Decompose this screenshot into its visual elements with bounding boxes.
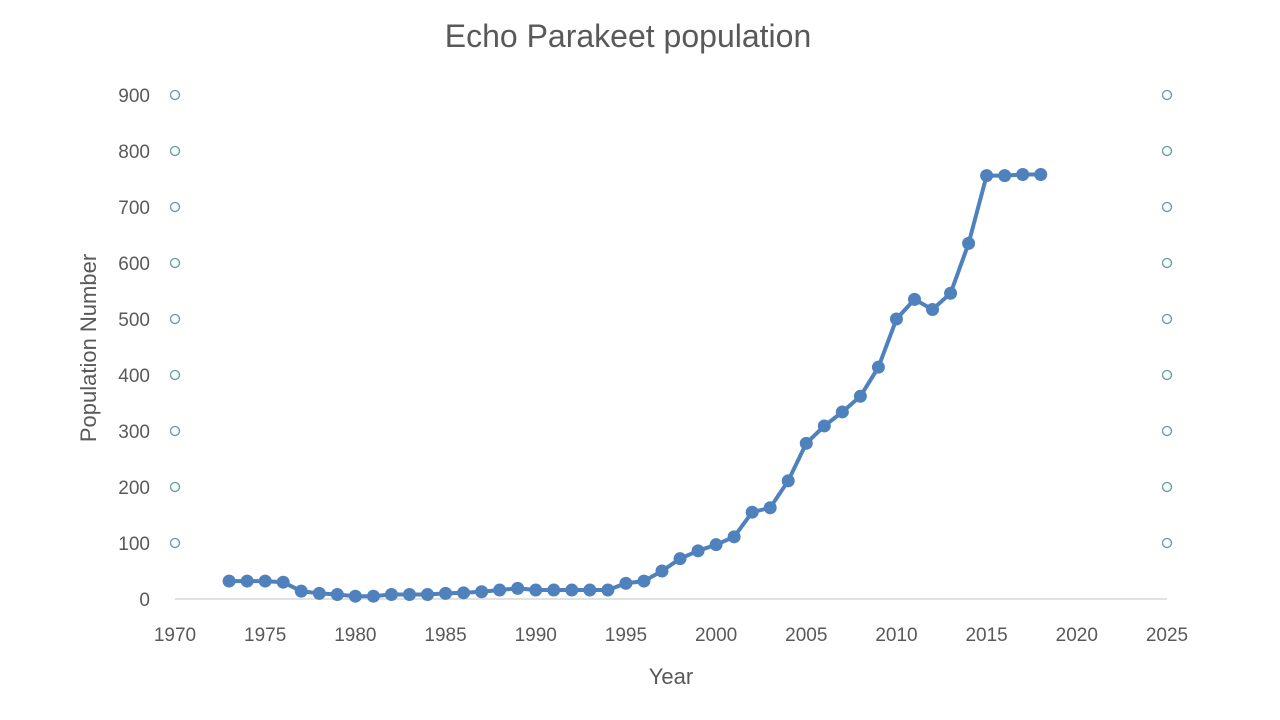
data-point: [384, 588, 398, 602]
x-axis-label: Year: [649, 664, 693, 689]
data-point: [691, 544, 705, 558]
data-point: [601, 583, 615, 597]
chart-title: Echo Parakeet population: [445, 18, 811, 54]
right-axis-marker: [1161, 145, 1173, 157]
data-point: [348, 589, 362, 603]
data-point: [439, 586, 453, 600]
x-tick-label: 2025: [1146, 625, 1188, 646]
data-point: [637, 574, 651, 588]
left-axis-marker: [169, 369, 181, 381]
left-axis-marker: [169, 537, 181, 549]
y-tick-label: 0: [139, 590, 150, 611]
x-tick-label: 1985: [424, 625, 466, 646]
data-point: [673, 552, 687, 566]
axis-markers: [169, 89, 1173, 549]
data-point: [457, 586, 471, 600]
data-point: [565, 583, 579, 597]
data-point: [962, 236, 976, 250]
y-axis-ticks: 0 100 200 300 400 500 600 700 800 900: [118, 86, 150, 611]
y-tick-label: 200: [118, 478, 150, 499]
x-tick-label: 2000: [695, 625, 737, 646]
x-tick-label: 1995: [605, 625, 647, 646]
data-point: [312, 586, 326, 600]
data-point: [944, 286, 958, 300]
data-point: [547, 583, 561, 597]
data-point: [1016, 168, 1030, 182]
data-point: [889, 312, 903, 326]
left-axis-marker: [169, 257, 181, 269]
left-axis-marker: [169, 313, 181, 325]
data-point: [817, 419, 831, 433]
data-point: [853, 389, 867, 403]
left-axis-marker: [169, 425, 181, 437]
data-point: [294, 584, 308, 598]
data-point: [727, 530, 741, 544]
data-point: [258, 574, 272, 588]
y-axis-label: Population Number: [76, 254, 101, 442]
series-line: [227, 172, 1043, 599]
data-point: [799, 436, 813, 450]
x-tick-label: 1990: [515, 625, 557, 646]
y-tick-label: 500: [118, 310, 150, 331]
data-point: [709, 538, 723, 552]
data-points: [222, 168, 1048, 603]
data-point: [583, 583, 597, 597]
right-axis-marker: [1161, 537, 1173, 549]
data-point: [421, 588, 435, 602]
y-tick-label: 700: [118, 198, 150, 219]
x-tick-label: 2020: [1056, 625, 1098, 646]
data-point: [1034, 168, 1048, 182]
data-point: [998, 169, 1012, 183]
data-point: [330, 588, 344, 602]
x-tick-label: 1980: [334, 625, 376, 646]
data-point: [763, 501, 777, 515]
data-point: [655, 564, 669, 578]
data-point: [619, 576, 633, 590]
data-point: [222, 574, 236, 588]
data-point: [529, 583, 543, 597]
right-axis-marker: [1161, 481, 1173, 493]
y-tick-label: 400: [118, 366, 150, 387]
right-axis-marker: [1161, 257, 1173, 269]
y-tick-label: 600: [118, 254, 150, 275]
data-point: [926, 302, 940, 316]
data-point: [745, 505, 759, 519]
data-point: [511, 581, 525, 595]
data-point: [366, 589, 380, 603]
left-axis-marker: [169, 89, 181, 101]
data-point: [402, 588, 416, 602]
right-axis-marker: [1161, 369, 1173, 381]
x-tick-label: 1970: [154, 625, 196, 646]
data-point: [781, 474, 795, 488]
y-tick-label: 300: [118, 422, 150, 443]
y-tick-label: 800: [118, 142, 150, 163]
left-axis-marker: [169, 145, 181, 157]
x-tick-label: 2010: [875, 625, 917, 646]
right-axis-marker: [1161, 201, 1173, 213]
right-axis-marker: [1161, 425, 1173, 437]
left-axis-marker: [169, 201, 181, 213]
y-tick-label: 100: [118, 534, 150, 555]
data-point: [276, 575, 290, 589]
data-point: [907, 292, 921, 306]
x-tick-label: 1975: [244, 625, 286, 646]
data-point: [493, 583, 507, 597]
data-point: [871, 360, 885, 374]
right-axis-marker: [1161, 313, 1173, 325]
right-axis-marker: [1161, 89, 1173, 101]
data-point: [475, 585, 489, 599]
data-point: [980, 169, 994, 183]
x-axis-ticks: 1970 1975 1980 1985 1990 1995 2000 2005 2010 2015…: [154, 625, 1188, 646]
left-axis-marker: [169, 481, 181, 493]
y-tick-label: 900: [118, 86, 150, 107]
x-tick-label: 2005: [785, 625, 827, 646]
data-point: [240, 574, 254, 588]
data-point: [835, 405, 849, 419]
x-tick-label: 2015: [965, 625, 1007, 646]
